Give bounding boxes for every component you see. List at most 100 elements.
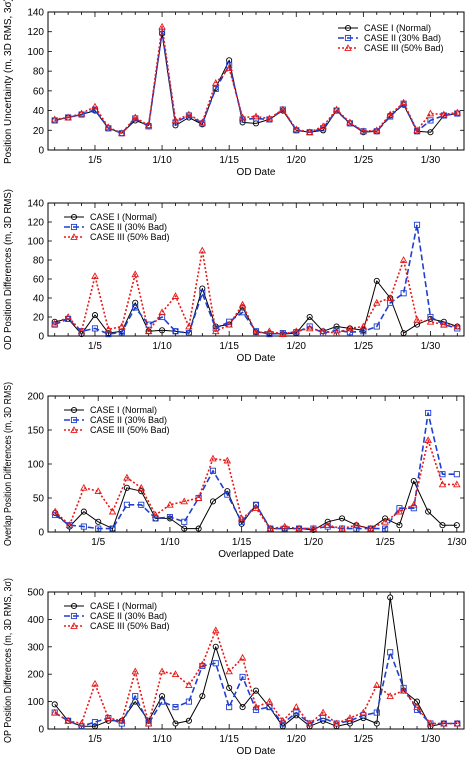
data-point	[252, 112, 260, 120]
data-point	[185, 330, 192, 337]
data-point	[453, 522, 460, 529]
data-point	[226, 684, 233, 691]
x-tick-label: 1/5	[88, 341, 102, 352]
data-point	[145, 321, 152, 328]
data-point	[399, 256, 408, 263]
legend: CASE I (Normal)CASE II (30% Bad)CASE III…	[64, 601, 170, 631]
data-point	[144, 719, 153, 727]
data-point	[359, 322, 368, 330]
data-point	[332, 105, 341, 113]
data-point	[427, 117, 434, 124]
data-point	[50, 708, 59, 716]
series-line	[54, 25, 458, 134]
data-point	[305, 324, 314, 332]
data-point	[320, 714, 327, 722]
data-point	[95, 518, 102, 525]
series-line	[54, 280, 458, 335]
x-tick-label: 1/5	[91, 537, 105, 548]
legend-marker	[70, 612, 78, 620]
y-tick-label: 120	[27, 218, 44, 229]
y-tick-label: 140	[27, 8, 44, 19]
data-point	[159, 327, 166, 334]
legend: CASE I (Normal)CASE II (30% Bad)CASE III…	[64, 212, 170, 242]
data-point	[338, 524, 346, 532]
y-axis-title: OP Position Differences (m, 3D RMS, 3σ)	[3, 578, 14, 743]
data-point	[109, 525, 116, 532]
data-point	[65, 521, 74, 529]
y-tick-label: 0	[38, 332, 44, 343]
data-point	[399, 686, 408, 694]
data-point	[51, 701, 58, 708]
legend-marker	[70, 233, 78, 240]
data-point	[373, 720, 380, 727]
data-point	[131, 113, 139, 121]
data-point	[400, 330, 407, 337]
x-tick-label: 1/20	[304, 537, 324, 548]
data-point	[438, 480, 447, 488]
data-point	[339, 515, 346, 522]
y-tick-label: 200	[27, 392, 44, 403]
data-point	[239, 673, 246, 680]
data-point	[440, 719, 448, 727]
data-point	[211, 79, 220, 86]
data-point	[280, 522, 289, 530]
data-point	[91, 679, 99, 687]
y-tick-label: 100	[27, 460, 44, 471]
x-tick-label: 1/5	[88, 155, 102, 166]
data-point	[400, 290, 407, 297]
data-point	[319, 122, 327, 130]
data-point	[252, 504, 260, 512]
series-line	[54, 651, 458, 728]
data-point	[118, 716, 126, 724]
legend-marker	[70, 223, 78, 231]
x-axis-title: Overlapped Date	[218, 549, 294, 560]
x-tick-label: 1/25	[354, 155, 374, 166]
series-line	[54, 249, 458, 335]
data-point	[453, 480, 461, 488]
data-point	[426, 317, 435, 325]
data-point	[373, 277, 380, 284]
data-point	[424, 436, 432, 444]
data-point	[410, 500, 418, 508]
chart-panel-4: 0 100 200 300 400 500 1/5 1/10 1/15 1/20 1/25 1/30 O…	[3, 578, 465, 757]
y-axis-title: Overlap Position Differences (m, 3D RMS)	[3, 382, 14, 546]
data-point	[198, 246, 207, 254]
y-tick-label: 100	[27, 237, 44, 248]
y-axis-title: Position Uncertainty (m, 3D RMS, 3σ)	[3, 0, 14, 164]
y-tick-label: 40	[33, 294, 45, 305]
data-point	[198, 660, 207, 668]
data-point	[319, 327, 327, 335]
data-point	[306, 313, 313, 321]
legend-label: CASE II (30% Bad)	[90, 222, 167, 232]
legend-label: CASE III (50% Bad)	[90, 621, 170, 631]
data-point	[181, 518, 188, 525]
y-tick-label: 0	[38, 146, 44, 157]
x-axis-title: OD Date	[237, 167, 276, 178]
data-point	[373, 323, 380, 330]
data-point	[209, 467, 217, 474]
series-case3	[51, 436, 461, 532]
x-tick-label: 1/30	[421, 734, 441, 745]
chart-panel-2: 0 20 40 60 80 100 120 140 1/5 1/10 1/15 1/20 1/25 1/3…	[3, 189, 465, 364]
data-point	[332, 329, 341, 336]
legend-label: CASE I (Normal)	[90, 405, 157, 415]
legend-marker	[70, 622, 78, 629]
y-tick-label: 50	[33, 494, 45, 505]
data-point	[211, 327, 220, 335]
data-point	[400, 684, 407, 691]
y-tick-label: 80	[33, 256, 45, 267]
legend-label: CASE III (50% Bad)	[90, 425, 170, 435]
y-tick-label: 300	[27, 642, 44, 653]
data-point	[212, 643, 219, 650]
data-point	[185, 110, 193, 118]
y-tick-label: 60	[33, 86, 45, 97]
data-point	[239, 704, 246, 711]
data-point	[346, 118, 354, 126]
data-point	[91, 272, 99, 279]
series-line	[54, 629, 458, 725]
data-point	[252, 703, 260, 710]
x-tick-label: 1/30	[421, 341, 441, 352]
data-point	[426, 719, 435, 727]
data-point	[346, 714, 354, 721]
data-point	[185, 698, 192, 705]
